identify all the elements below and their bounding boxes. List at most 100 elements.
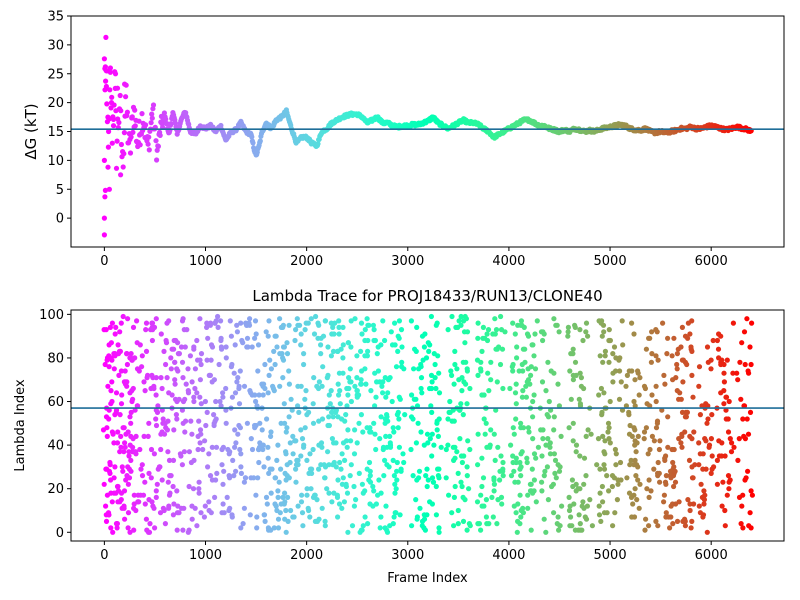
data-point <box>690 394 696 400</box>
data-point <box>172 359 178 365</box>
data-point <box>747 344 753 350</box>
data-point <box>101 215 107 221</box>
data-point <box>697 412 704 418</box>
data-point <box>600 359 606 365</box>
data-point <box>392 490 398 496</box>
data-point <box>742 436 749 442</box>
data-point <box>121 130 127 136</box>
data-point <box>280 375 286 381</box>
data-point <box>308 316 314 322</box>
data-point <box>176 351 182 357</box>
y-tick-label: 35 <box>47 10 64 25</box>
data-point <box>739 340 745 346</box>
data-point <box>632 403 638 409</box>
data-point <box>173 412 179 418</box>
data-point <box>673 375 679 381</box>
data-point <box>425 440 431 446</box>
data-point <box>284 340 290 346</box>
data-point <box>617 368 623 374</box>
data-point <box>414 403 421 409</box>
data-point <box>235 375 241 381</box>
data-point <box>722 507 728 514</box>
data-point <box>428 313 434 320</box>
data-point <box>719 440 725 446</box>
data-point <box>115 342 121 348</box>
data-point <box>559 503 565 509</box>
data-point <box>583 473 589 479</box>
data-point <box>234 379 240 385</box>
data-point <box>382 337 388 344</box>
data-point <box>287 440 293 446</box>
data-point <box>488 427 494 433</box>
data-point <box>438 444 444 450</box>
data-point <box>301 442 307 448</box>
data-point <box>378 514 384 520</box>
data-point <box>429 409 435 415</box>
y-tick-label: 100 <box>39 308 64 323</box>
y-tick-label: 5 <box>56 183 64 198</box>
data-point <box>588 431 594 437</box>
data-point <box>245 344 251 350</box>
data-point <box>112 331 118 337</box>
data-point <box>238 451 244 457</box>
data-point <box>443 475 449 481</box>
data-point <box>743 475 749 481</box>
data-point <box>124 109 130 115</box>
data-point <box>128 134 134 140</box>
data-point <box>688 525 694 531</box>
data-point <box>520 425 527 431</box>
data-point <box>131 527 137 533</box>
data-point <box>464 368 470 374</box>
data-point <box>326 490 332 496</box>
data-point <box>163 361 169 368</box>
data-point <box>381 473 387 479</box>
data-point <box>668 514 674 520</box>
data-point <box>124 351 130 357</box>
data-point <box>205 335 211 341</box>
data-point <box>268 433 274 439</box>
data-point <box>599 318 605 324</box>
data-point <box>255 475 261 481</box>
data-point <box>528 481 534 487</box>
data-point <box>157 464 163 470</box>
data-point <box>191 457 197 463</box>
data-point <box>395 348 401 354</box>
data-point <box>429 475 436 481</box>
data-point <box>241 505 247 511</box>
data-point <box>671 335 677 341</box>
data-point <box>632 486 638 492</box>
data-point <box>272 333 278 339</box>
data-point <box>525 505 531 511</box>
data-point <box>749 320 755 326</box>
data-point <box>344 444 350 450</box>
data-point <box>266 318 272 324</box>
data-point <box>581 481 587 487</box>
data-point <box>149 111 155 117</box>
data-point <box>122 440 128 446</box>
data-point <box>631 514 638 520</box>
data-point <box>356 470 362 476</box>
data-point <box>513 401 519 407</box>
data-point <box>580 337 586 344</box>
data-point <box>535 444 542 450</box>
data-point <box>488 359 494 365</box>
data-point <box>101 232 107 238</box>
data-point <box>631 398 637 405</box>
data-point <box>451 523 457 529</box>
data-point <box>610 351 616 357</box>
data-point <box>151 385 157 392</box>
data-point <box>164 427 170 433</box>
data-point <box>740 492 746 498</box>
data-point <box>387 440 393 446</box>
data-point <box>374 351 380 357</box>
data-point <box>700 451 706 457</box>
data-point <box>572 359 579 365</box>
data-point <box>105 144 111 150</box>
data-point <box>150 102 157 108</box>
data-point <box>451 494 457 500</box>
data-point <box>336 318 342 324</box>
data-point <box>499 346 506 352</box>
data-point <box>142 479 148 485</box>
data-point <box>371 488 377 494</box>
